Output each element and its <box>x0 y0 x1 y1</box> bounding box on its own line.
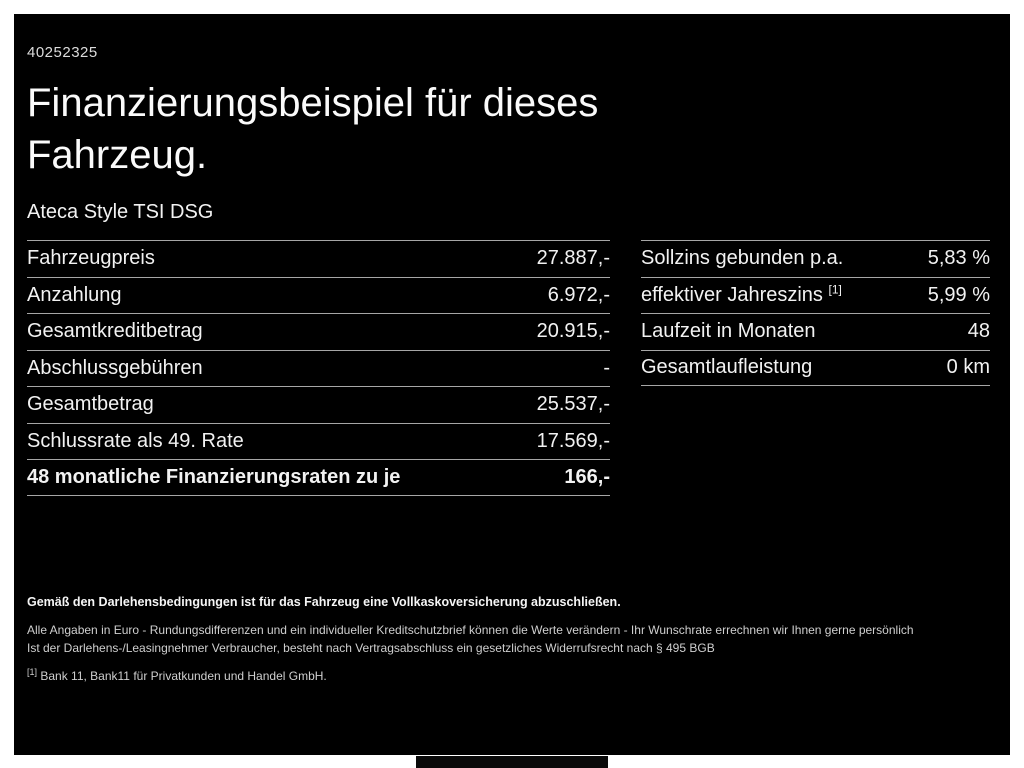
row-value: 5,83 % <box>927 247 990 270</box>
row-value: 20.915,- <box>536 320 610 343</box>
table-row: Gesamtlaufleistung 0 km <box>640 349 990 386</box>
financing-slide: 40252325 Finanzierungsbeispiel für diese… <box>14 14 1010 755</box>
legal-footer: Gemäß den Darlehensbedingungen ist für d… <box>27 595 990 683</box>
row-label: effektiver Jahreszins [1] <box>640 282 842 307</box>
title-line-1: Finanzierungsbeispiel für dieses <box>27 81 599 125</box>
row-label: Gesamtkreditbetrag <box>27 320 203 343</box>
row-value: 166,- <box>564 465 610 488</box>
row-label: Schlussrate als 49. Rate <box>27 429 244 452</box>
row-label: Gesamtlaufleistung <box>640 356 813 379</box>
table-row-monthly-rate: 48 monatliche Finanzierungsraten zu je 1… <box>27 459 610 496</box>
row-label-text: effektiver Jahreszins <box>640 283 823 306</box>
disclaimer-line: Ist der Darlehens-/Leasingnehmer Verbrau… <box>27 640 715 655</box>
table-row: Laufzeit in Monaten 48 <box>640 313 990 350</box>
table-row: Anzahlung 6.972,- <box>27 276 610 314</box>
row-value: 48 <box>967 320 990 343</box>
disclaimer-line: Alle Angaben in Euro - Rundungsdifferenz… <box>27 622 914 637</box>
table-row: Sollzins gebunden p.a. 5,83 % <box>640 240 990 277</box>
table-row: Gesamtkreditbetrag 20.915,- <box>27 313 610 350</box>
row-value: 6.972,- <box>547 283 610 306</box>
table-row: Gesamtbetrag 25.537,- <box>27 386 610 423</box>
bank-footnote: [1] Bank 11, Bank11 für Privatkunden und… <box>27 667 990 683</box>
document-id: 40252325 <box>27 44 98 61</box>
row-label: Gesamtbetrag <box>27 393 154 416</box>
row-value: 17.569,- <box>536 429 610 452</box>
vehicle-model: Ateca Style TSI DSG <box>27 201 214 223</box>
row-label: Fahrzeugpreis <box>27 247 155 270</box>
table-row: effektiver Jahreszins [1] 5,99 % <box>640 276 990 314</box>
table-row: Fahrzeugpreis 27.887,- <box>27 240 610 277</box>
row-value: 25.537,- <box>536 393 610 416</box>
financing-tables: Fahrzeugpreis 27.887,- Anzahlung 6.972,-… <box>27 240 990 496</box>
row-label: Sollzins gebunden p.a. <box>640 247 844 270</box>
footnote-reference: [1] <box>828 282 842 297</box>
footnote-text: Bank 11, Bank11 für Privatkunden und Han… <box>40 668 327 683</box>
row-label: Abschlussgebühren <box>27 356 203 379</box>
page-title: Finanzierungsbeispiel für dieses Fahrzeug… <box>27 77 990 181</box>
row-label: 48 monatliche Finanzierungsraten zu je <box>27 465 401 488</box>
table-row: Abschlussgebühren - <box>27 349 610 387</box>
row-label: Anzahlung <box>27 283 122 306</box>
table-row: Schlussrate als 49. Rate 17.569,- <box>27 422 610 460</box>
row-label: Laufzeit in Monaten <box>640 320 816 343</box>
insurance-note: Gemäß den Darlehensbedingungen ist für d… <box>27 594 621 609</box>
financing-table-left: Fahrzeugpreis 27.887,- Anzahlung 6.972,-… <box>27 240 610 496</box>
row-value: 0 km <box>946 356 990 379</box>
row-value: 5,99 % <box>927 283 990 306</box>
financing-table-right: Sollzins gebunden p.a. 5,83 % effektiver… <box>640 240 990 386</box>
footnote-marker: [1] <box>27 666 38 677</box>
row-value: 27.887,- <box>536 247 610 270</box>
row-value: - <box>603 356 610 379</box>
bottom-edge-bar <box>416 756 608 768</box>
title-line-2: Fahrzeug. <box>27 133 208 177</box>
